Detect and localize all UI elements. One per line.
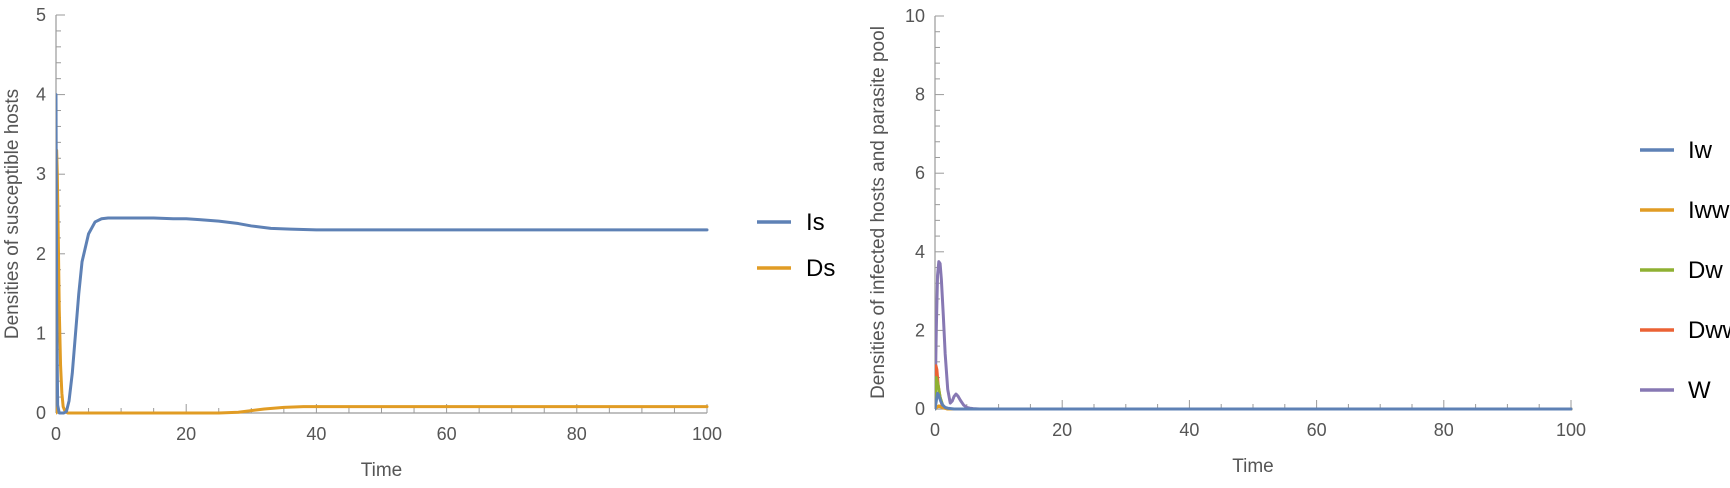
y-tick-label: 0 xyxy=(915,399,925,419)
y-axis-label: Densities of susceptible hosts xyxy=(2,89,23,339)
y-tick-label: 2 xyxy=(915,320,925,340)
x-axis-label: Time xyxy=(1232,456,1274,477)
series-lines xyxy=(935,260,1573,411)
legend-label-dw: Dw xyxy=(1688,257,1723,284)
series-line-is xyxy=(56,93,709,415)
x-tick-label: 40 xyxy=(306,424,326,444)
x-tick-label: 80 xyxy=(1434,420,1454,440)
x-tick-label: 0 xyxy=(51,424,61,444)
x-tick-label: 20 xyxy=(176,424,196,444)
y-tick-label: 4 xyxy=(915,242,925,262)
legend-label-w: W xyxy=(1688,377,1711,404)
series-lines xyxy=(56,93,709,415)
y-axis-label: Densities of infected hosts and parasite… xyxy=(868,26,889,399)
infected-hosts-chart: 0 20 40 60 80 100 0 2 4 6 8 10 Time Densities of infe… xyxy=(868,6,1730,477)
series-line-w xyxy=(935,260,1573,411)
series-line-dww xyxy=(935,364,1573,411)
legend: Is Ds xyxy=(757,209,835,282)
legend-label-ds: Ds xyxy=(806,255,835,282)
y-tick-label: 3 xyxy=(36,164,46,184)
x-axis-label: Time xyxy=(361,460,403,481)
series-line-iw xyxy=(935,391,1573,411)
y-tick-label: 5 xyxy=(36,5,46,25)
legend-label-iww: Iww xyxy=(1688,197,1730,224)
y-tick-label: 10 xyxy=(905,6,925,26)
y-tick-label: 8 xyxy=(915,85,925,105)
x-tick-label: 60 xyxy=(437,424,457,444)
x-tick-label: 20 xyxy=(1052,420,1072,440)
legend-label-dww: Dww xyxy=(1688,317,1730,344)
x-tick-label: 60 xyxy=(1307,420,1327,440)
y-tick-label: 0 xyxy=(36,403,46,423)
x-tick-label: 0 xyxy=(930,420,940,440)
x-tick-label: 80 xyxy=(567,424,587,444)
x-tick-label: 100 xyxy=(692,424,722,444)
susceptible-hosts-chart: 0 20 40 60 80 100 0 1 2 3 4 5 Time Densities of susce… xyxy=(2,5,835,481)
y-tick-label: 4 xyxy=(36,85,46,105)
y-tick-label: 1 xyxy=(36,323,46,343)
y-tick-label: 2 xyxy=(36,244,46,264)
legend-label-iw: Iw xyxy=(1688,137,1713,164)
y-tick-label: 6 xyxy=(915,163,925,183)
legend-label-is: Is xyxy=(806,209,825,236)
x-tick-label: 100 xyxy=(1556,420,1586,440)
x-tick-label: 40 xyxy=(1179,420,1199,440)
legend: Iw Iww Dw Dww W xyxy=(1640,137,1730,404)
series-line-ds xyxy=(56,148,709,415)
